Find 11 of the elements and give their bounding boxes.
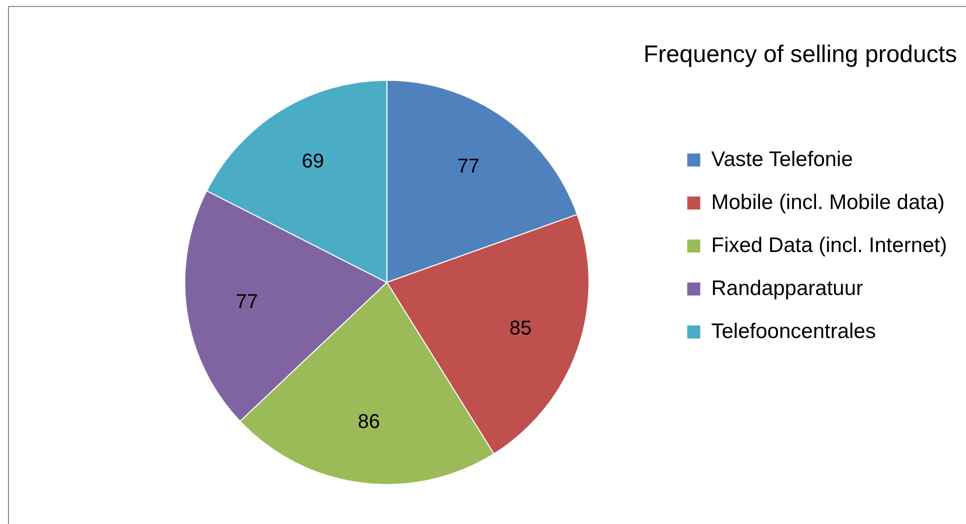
data-label: 86	[358, 411, 380, 434]
legend-label: Vaste Telefonie	[711, 148, 853, 171]
legend-label: Mobile (incl. Mobile data)	[711, 190, 945, 214]
legend-label: Telefooncentrales	[711, 320, 876, 343]
legend-label: Randapparatuur	[711, 276, 864, 300]
data-label: 77	[457, 155, 480, 178]
legend-label: Fixed Data (incl. Internet)	[711, 234, 948, 257]
data-label: 85	[509, 317, 532, 340]
data-label: 77	[236, 291, 258, 314]
chart-title: Frequency of selling products	[644, 41, 957, 68]
data-label: 69	[302, 150, 324, 172]
